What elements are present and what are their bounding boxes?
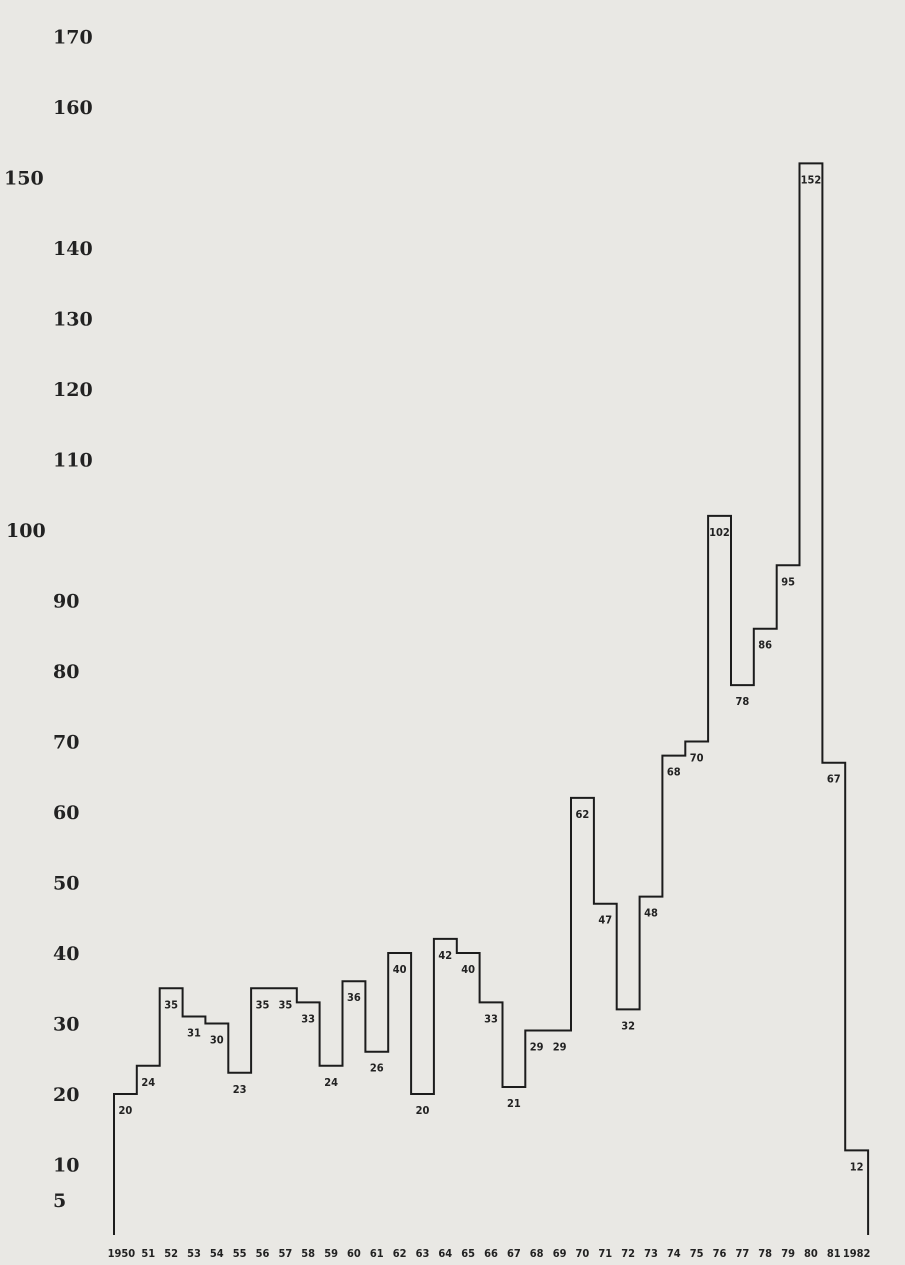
data-label: 32 <box>621 1019 635 1032</box>
x-tick-label: 59 <box>324 1247 338 1260</box>
x-tick-label: 52 <box>164 1247 178 1260</box>
data-label: 33 <box>301 1012 315 1025</box>
data-label: 40 <box>461 963 475 976</box>
x-tick-label: 65 <box>461 1247 475 1260</box>
data-label: 24 <box>324 1076 338 1089</box>
data-label: 24 <box>141 1076 155 1089</box>
x-tick-label: 63 <box>416 1247 430 1260</box>
data-label: 30 <box>210 1034 224 1047</box>
x-tick-label: 81 <box>827 1247 841 1260</box>
data-label: 20 <box>416 1104 430 1117</box>
y-tick-label: 70 <box>53 732 79 754</box>
y-tick-label: 90 <box>53 591 79 613</box>
x-tick-label: 67 <box>507 1247 521 1260</box>
x-tick-label: 62 <box>393 1247 407 1260</box>
data-label: 40 <box>393 963 407 976</box>
data-label: 67 <box>827 773 841 786</box>
data-label: 152 <box>801 173 822 186</box>
data-label: 35 <box>164 998 178 1011</box>
data-label: 29 <box>530 1041 544 1054</box>
x-tick-label: 61 <box>370 1247 384 1260</box>
data-label: 33 <box>484 1012 498 1025</box>
x-tick-label: 58 <box>301 1247 315 1260</box>
data-label: 29 <box>553 1041 567 1054</box>
data-label: 21 <box>507 1097 521 1110</box>
series-step-line <box>113 162 870 1235</box>
x-tick-label: 77 <box>736 1247 750 1260</box>
data-label: 68 <box>667 766 681 779</box>
y-tick-label: 80 <box>53 661 79 683</box>
x-tick-label: 51 <box>141 1247 155 1260</box>
y-tick-label: 110 <box>53 450 93 472</box>
x-tick-label: 66 <box>484 1247 498 1260</box>
y-tick-label: 30 <box>53 1014 79 1036</box>
y-tick-label: 40 <box>53 943 79 965</box>
x-tick-label: 71 <box>598 1247 612 1260</box>
data-label: 48 <box>644 907 658 920</box>
data-labels: 20 24 35 31 30 23 35 35 33 24 36 26 40 20 42 40 33 21 29 29… <box>119 173 864 1173</box>
y-tick-label: 120 <box>53 379 93 401</box>
data-label: 35 <box>279 998 293 1011</box>
x-tick-label: 1950 <box>108 1247 136 1260</box>
x-tick-label: 75 <box>690 1247 704 1260</box>
data-label: 47 <box>598 914 612 927</box>
y-tick-label: 60 <box>53 802 79 824</box>
x-tick-label: 76 <box>713 1247 727 1260</box>
x-tick-label: 74 <box>667 1247 681 1260</box>
x-tick-label: 55 <box>233 1247 247 1260</box>
data-label: 35 <box>256 998 270 1011</box>
x-tick-label: 60 <box>347 1247 361 1260</box>
data-label: 95 <box>781 575 795 588</box>
x-tick-label: 64 <box>438 1247 452 1260</box>
y-tick-label: 20 <box>53 1084 79 1106</box>
x-tick-label: 56 <box>256 1247 270 1260</box>
data-label: 86 <box>758 639 772 652</box>
y-axis-tick-labels: 5 10 20 30 40 50 60 70 80 90 100 110 120 130 140 150 160… <box>4 27 93 1212</box>
data-label: 12 <box>850 1160 864 1173</box>
data-label: 78 <box>736 695 750 708</box>
data-label: 23 <box>233 1083 247 1096</box>
x-tick-label: 79 <box>781 1247 795 1260</box>
y-tick-label: 100 <box>6 520 46 542</box>
y-tick-label: 150 <box>4 168 44 190</box>
x-tick-label: 68 <box>530 1247 544 1260</box>
y-tick-label: 160 <box>53 97 93 119</box>
y-tick-label: 130 <box>53 309 93 331</box>
data-label: 102 <box>709 526 730 539</box>
y-tick-label: 170 <box>53 27 93 49</box>
x-tick-label: 80 <box>804 1247 818 1260</box>
data-label: 42 <box>438 949 452 962</box>
x-tick-label: 69 <box>553 1247 567 1260</box>
x-tick-label: 54 <box>210 1247 224 1260</box>
x-tick-label: 53 <box>187 1247 201 1260</box>
x-tick-label: 1982 <box>843 1247 871 1260</box>
x-tick-label: 78 <box>758 1247 772 1260</box>
y-tick-label: 10 <box>53 1155 79 1177</box>
y-tick-label: 50 <box>53 873 79 895</box>
x-tick-label: 70 <box>576 1247 590 1260</box>
x-tick-label: 57 <box>279 1247 293 1260</box>
data-label: 36 <box>347 991 361 1004</box>
data-label: 31 <box>187 1027 201 1040</box>
data-label: 26 <box>370 1062 384 1075</box>
y-tick-label: 5 <box>53 1190 66 1212</box>
x-tick-label: 73 <box>644 1247 658 1260</box>
x-axis-tick-labels: 1950 51 52 53 54 55 56 57 58 59 60 61 62 63 64 65 66 67 68… <box>108 1247 871 1260</box>
data-label: 70 <box>690 752 704 765</box>
data-label: 62 <box>576 808 590 821</box>
x-tick-label: 72 <box>621 1247 635 1260</box>
data-label: 20 <box>119 1104 133 1117</box>
y-tick-label: 140 <box>53 238 93 260</box>
